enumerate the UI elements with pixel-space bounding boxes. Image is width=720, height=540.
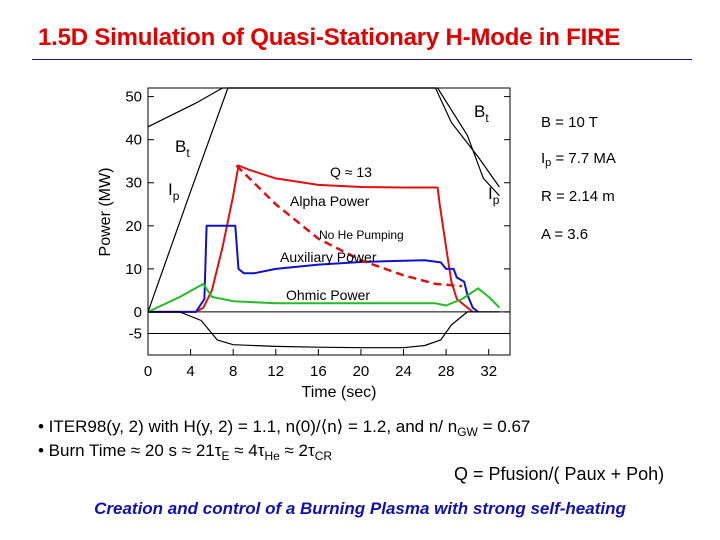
x-tick-label: 4 — [186, 363, 194, 380]
x-tick-label: 16 — [310, 363, 327, 380]
slide-title: 1.5D Simulation of Quasi-Stationary H-Mo… — [38, 24, 621, 51]
x-tick-label: 8 — [229, 363, 237, 380]
x-tick-label: 0 — [144, 363, 152, 380]
y-axis-label: Power (MW) — [97, 168, 114, 257]
x-tick-label: 28 — [438, 363, 455, 380]
q-label: Q ≈ 13 — [330, 164, 372, 180]
y-tick-label: -5 — [129, 325, 142, 342]
series-negative-trace — [148, 311, 500, 349]
y-tick-label: 10 — [125, 261, 142, 278]
q-definition: Q = Pfusion/( Paux + Poh) — [454, 464, 665, 484]
bt-label-right: Bt — [474, 102, 489, 125]
ip-label-left: Ip — [168, 180, 180, 203]
series-ip — [147, 87, 500, 313]
auxiliary-power-label: Auxiliary Power — [280, 249, 377, 265]
x-tick-label: 32 — [480, 363, 497, 380]
bullet-burn-time: • Burn Time ≈ 20 s ≈ 21τE ≈ 4τHe ≈ 2τCR — [38, 441, 333, 463]
bt-label-left: Bt — [175, 137, 190, 160]
param-major-radius: R = 2.14 m — [541, 188, 615, 205]
y-tick-label: 50 — [125, 89, 142, 106]
param-aspect-ratio: A = 3.6 — [541, 226, 589, 243]
slide-footer: Creation and control of a Burning Plasma… — [94, 499, 626, 518]
ip-label-right: Ip — [488, 184, 500, 207]
x-tick-label: 20 — [353, 363, 370, 380]
x-axis-label: Time (sec) — [302, 384, 377, 401]
alpha-power-label: Alpha Power — [290, 193, 370, 209]
series-ohmic-power — [147, 282, 501, 313]
series-no-he-pumping-dashed — [235, 164, 463, 288]
y-tick-label: 0 — [134, 304, 142, 321]
x-tick-label: 12 — [267, 363, 284, 380]
x-tick-label: 24 — [395, 363, 412, 380]
title-divider — [32, 59, 692, 60]
param-b-field: B = 10 T — [541, 114, 598, 131]
y-tick-label: 40 — [125, 132, 142, 149]
y-tick-label: 20 — [125, 218, 142, 235]
y-tick-label: 30 — [125, 175, 142, 192]
param-plasma-current: Ip = 7.7 MA — [541, 150, 616, 169]
bullet-confinement: • ITER98(y, 2) with H(y, 2) = 1.1, n(0)/… — [38, 417, 531, 439]
series-auxiliary-power — [148, 224, 479, 313]
no-he-pumping-label: No He Pumping — [319, 228, 404, 242]
ohmic-power-label: Ohmic Power — [286, 287, 370, 303]
series-alpha-power — [148, 164, 474, 313]
